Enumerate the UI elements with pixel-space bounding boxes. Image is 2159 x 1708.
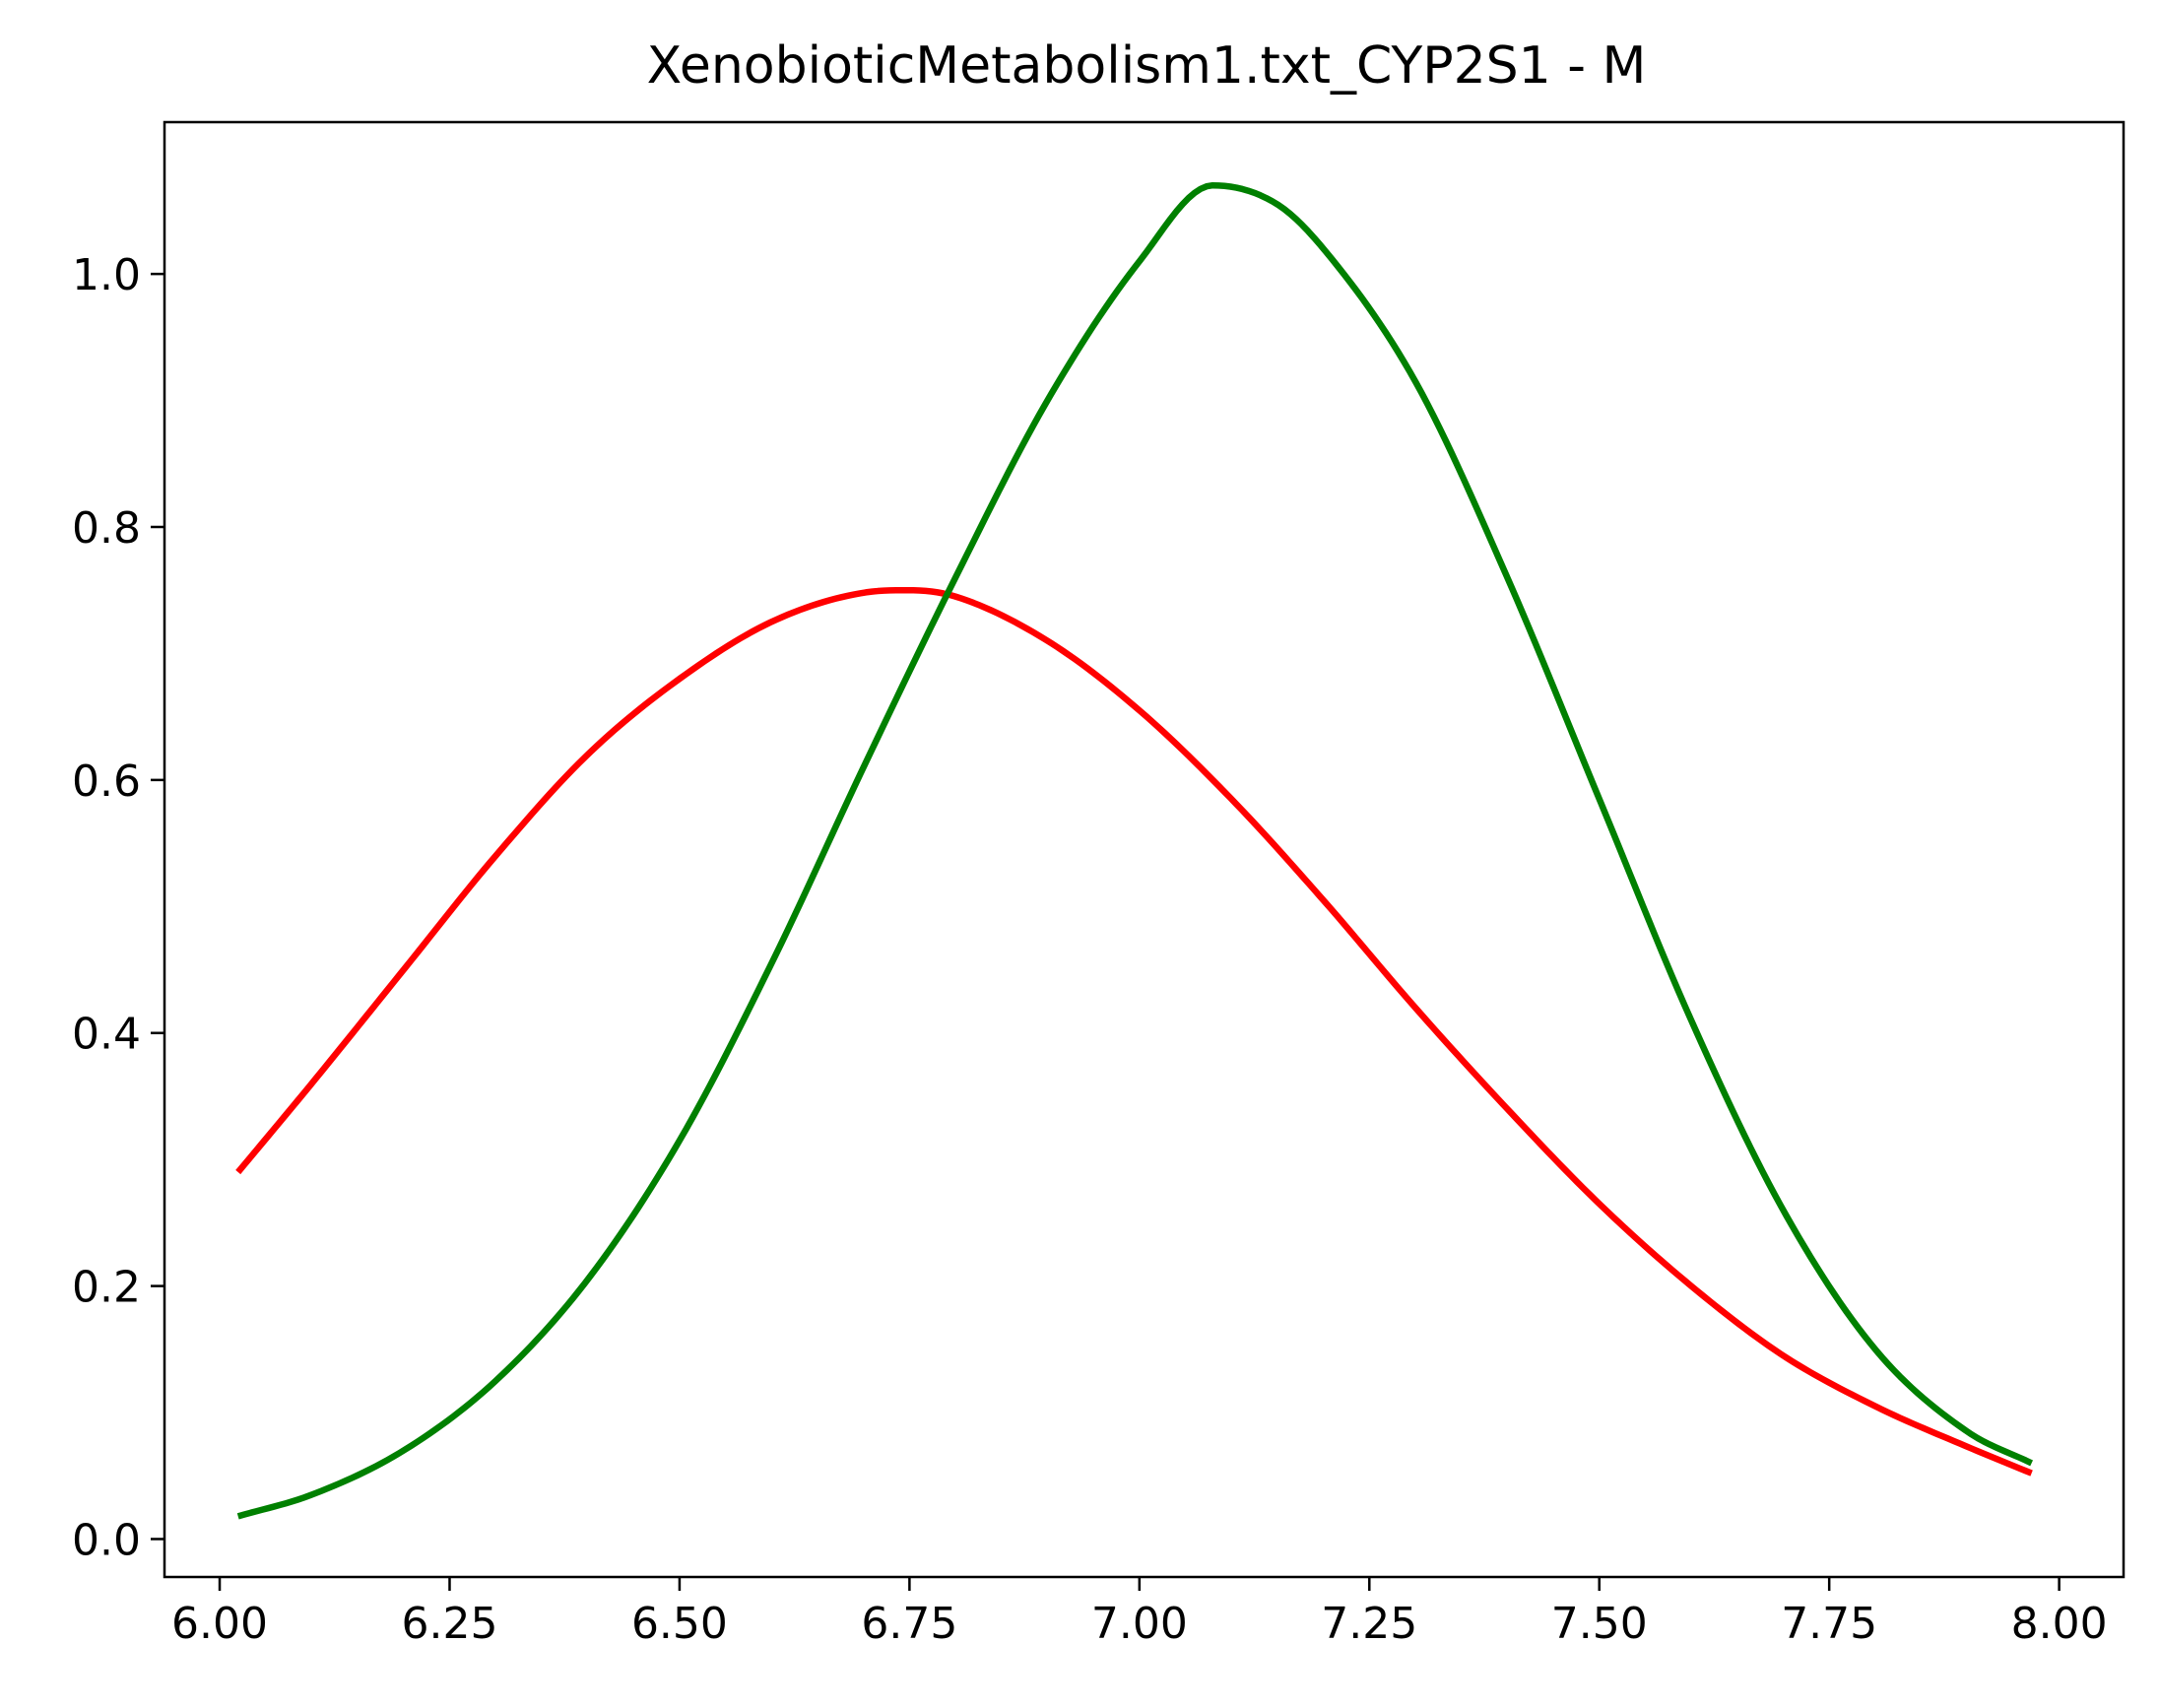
x-tick-label: 7.75	[1781, 1599, 1877, 1649]
y-tick-label: 1.0	[72, 250, 141, 300]
y-tick-label: 0.6	[72, 756, 141, 807]
series-layer	[235, 181, 2034, 1520]
y-tick-label: 0.0	[72, 1515, 141, 1565]
series-line-2	[236, 181, 2034, 1520]
y-axis-ticks: 0.0 0.2 0.4 0.6 0.8 1.0	[72, 250, 164, 1565]
x-tick-label: 6.25	[401, 1599, 497, 1649]
plot-frame	[163, 120, 2126, 1579]
y-tick-label: 0.8	[72, 503, 141, 554]
chart-title: XenobioticMetabolism1.txt_CYP2S1 - M	[647, 36, 1647, 96]
x-tick-label: 8.00	[2011, 1599, 2108, 1649]
x-tick-label: 6.50	[631, 1599, 728, 1649]
x-tick-label: 7.50	[1551, 1599, 1648, 1649]
x-tick-label: 6.75	[861, 1599, 957, 1649]
x-tick-label: 7.25	[1321, 1599, 1417, 1649]
y-tick-label: 0.4	[72, 1010, 141, 1060]
x-tick-label: 7.00	[1091, 1599, 1188, 1649]
x-axis-ticks: 6.00 6.25 6.50 6.75 7.00 7.25 7.50 7.75 8.00	[171, 1577, 2108, 1649]
series-line-1	[235, 586, 2033, 1477]
x-tick-label: 6.00	[171, 1599, 268, 1649]
y-tick-label: 0.2	[72, 1263, 141, 1313]
